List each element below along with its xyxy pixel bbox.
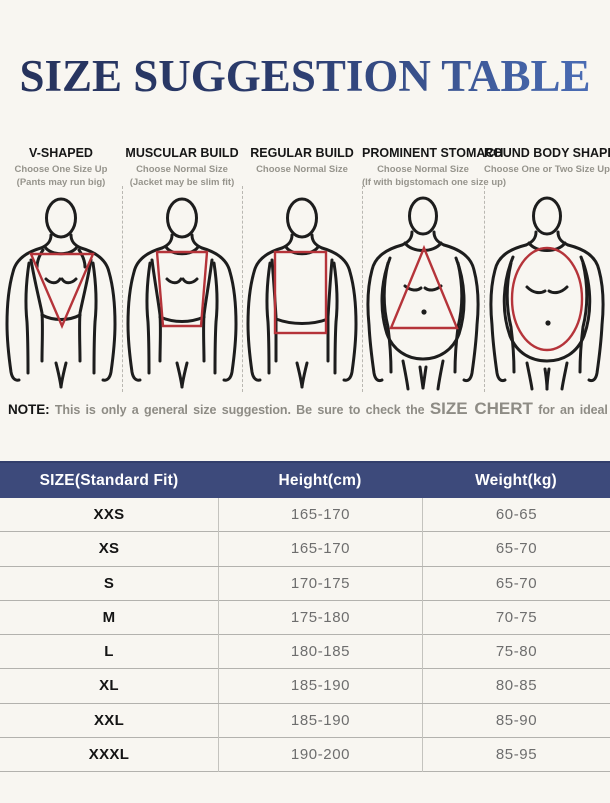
body-type-name: V-SHAPED (29, 146, 93, 160)
table-row: XXXL 190-200 85-95 (0, 738, 610, 773)
ellipse-overlay (510, 246, 584, 352)
weight-cell: 75-80 (422, 635, 610, 670)
inverted-triangle-overlay (29, 252, 95, 330)
size-cell: L (104, 643, 114, 661)
body-type-name: REGULAR BUILD (250, 146, 354, 160)
size-table-header: SIZE(Standard Fit) Height(cm) Weight(kg) (0, 461, 610, 498)
note-highlight: SIZE CHERT (429, 399, 533, 418)
figure-v-shaped (1, 195, 121, 391)
body-type-tip: Choose One Size Up (14, 164, 108, 175)
weight-cell: 70-75 (422, 600, 610, 635)
size-cell: XXXL (88, 746, 130, 764)
body-type-tip: (If with bigstomach one size up) (362, 177, 507, 188)
size-cell: M (102, 608, 116, 626)
body-type-v-shaped: V-SHAPED Choose One Size Up (Pants may r… (0, 145, 122, 393)
body-type-tips: Choose Normal Size (Jacket may be slim f… (122, 163, 242, 193)
body-type-tip: Choose One or Two Size Up (484, 164, 610, 175)
table-row: XXL 185-190 85-90 (0, 703, 610, 739)
figure-regular (242, 195, 362, 391)
height-cell: 165-170 (218, 498, 422, 532)
body-type-name: PROMINENT STOMACH (362, 146, 504, 160)
body-type-name: MUSCULAR BUILD (125, 146, 239, 160)
height-cell: 185-190 (218, 703, 422, 738)
figure-round-body (487, 195, 607, 391)
body-type-prominent-stomach: PROMINENT STOMACH Choose Normal Size (If… (362, 145, 507, 393)
note-label: NOTE: (8, 402, 50, 417)
body-type-round: ROUND BODY SHAPE Choose One or Two Size … (484, 145, 610, 393)
body-outline (366, 196, 480, 391)
weight-cell: 80-85 (422, 669, 610, 704)
weight-cell: 65-70 (422, 566, 610, 601)
page-title-wrap: SIZE SUGGESTION TABLE (0, 50, 610, 102)
body-type-name: ROUND BODY SHAPE (484, 146, 610, 160)
body-type-tip: Choose Normal Size (136, 164, 228, 175)
triangle-overlay (389, 244, 459, 330)
prominent-stomach-figure-illustration (366, 196, 480, 391)
round-body-figure-illustration (489, 196, 605, 391)
note-text-before: This is only a general size suggestion. … (54, 403, 425, 417)
body-type-regular: REGULAR BUILD Choose Normal Size (242, 145, 362, 393)
body-type-tips: Choose One or Two Size Up (484, 163, 610, 193)
height-cell: 170-175 (218, 566, 422, 601)
navel-dot (545, 320, 551, 326)
height-cell: 180-185 (218, 635, 422, 670)
table-row: M 175-180 70-75 (0, 600, 610, 636)
body-outline (246, 197, 358, 389)
body-outline (126, 197, 238, 389)
weight-cell: 65-70 (422, 532, 610, 567)
table-row: XXS 165-170 60-65 (0, 498, 610, 533)
size-cell: XS (98, 540, 120, 558)
weight-cell: 85-90 (422, 703, 610, 738)
regular-figure-illustration (246, 197, 358, 389)
page-title: SIZE SUGGESTION TABLE (19, 51, 591, 101)
note-line: NOTE: This is only a general size sugges… (8, 399, 610, 419)
column-header-size: SIZE(Standard Fit) (39, 471, 179, 489)
size-cell: XXS (93, 506, 125, 523)
figure-prominent-stomach (363, 195, 483, 391)
muscular-figure-illustration (126, 197, 238, 389)
dashed-divider (122, 186, 123, 392)
height-cell: 185-190 (218, 669, 422, 704)
height-cell: 165-170 (218, 532, 422, 567)
body-type-tip: (Pants may run big) (16, 177, 106, 188)
body-type-muscular: MUSCULAR BUILD Choose Normal Size (Jacke… (122, 145, 242, 393)
body-type-tips: Choose Normal Size (242, 163, 362, 193)
body-type-tip: Choose Normal Size (377, 164, 469, 175)
table-row: XS 165-170 65-70 (0, 532, 610, 567)
body-outline (489, 196, 605, 391)
navel-dot (421, 309, 427, 315)
height-cell: 190-200 (218, 738, 422, 773)
size-cell: XXL (93, 711, 125, 729)
body-outline (5, 197, 117, 389)
body-type-section: V-SHAPED Choose One Size Up (Pants may r… (0, 145, 610, 393)
body-type-tips: Choose Normal Size (If with bigstomach o… (362, 163, 507, 193)
figure-muscular (122, 195, 242, 391)
table-row: XL 185-190 80-85 (0, 669, 610, 704)
size-cell: XL (99, 677, 119, 695)
body-type-tip: Choose Normal Size (256, 164, 348, 175)
size-table: SIZE(Standard Fit) Height(cm) Weight(kg)… (0, 461, 610, 773)
column-header-weight: Weight(kg) (475, 471, 557, 489)
note-text-after: for an ideal size. (538, 403, 610, 417)
weight-cell: 85-95 (422, 738, 610, 773)
dashed-divider (484, 186, 485, 392)
dashed-divider (362, 186, 363, 392)
height-cell: 175-180 (218, 600, 422, 635)
body-type-tip: (Jacket may be slim fit) (129, 177, 235, 188)
body-type-tips: Choose One Size Up (Pants may run big) (0, 163, 122, 193)
column-header-height: Height(cm) (278, 471, 362, 489)
size-cell: S (103, 574, 115, 592)
table-row: L 180-185 75-80 (0, 635, 610, 670)
weight-cell: 60-65 (422, 498, 610, 532)
table-row: S 170-175 65-70 (0, 566, 610, 601)
rectangle-overlay (273, 250, 328, 335)
dashed-divider (242, 186, 243, 392)
trapezoid-overlay (155, 250, 209, 328)
v-shaped-figure-illustration (5, 197, 117, 389)
